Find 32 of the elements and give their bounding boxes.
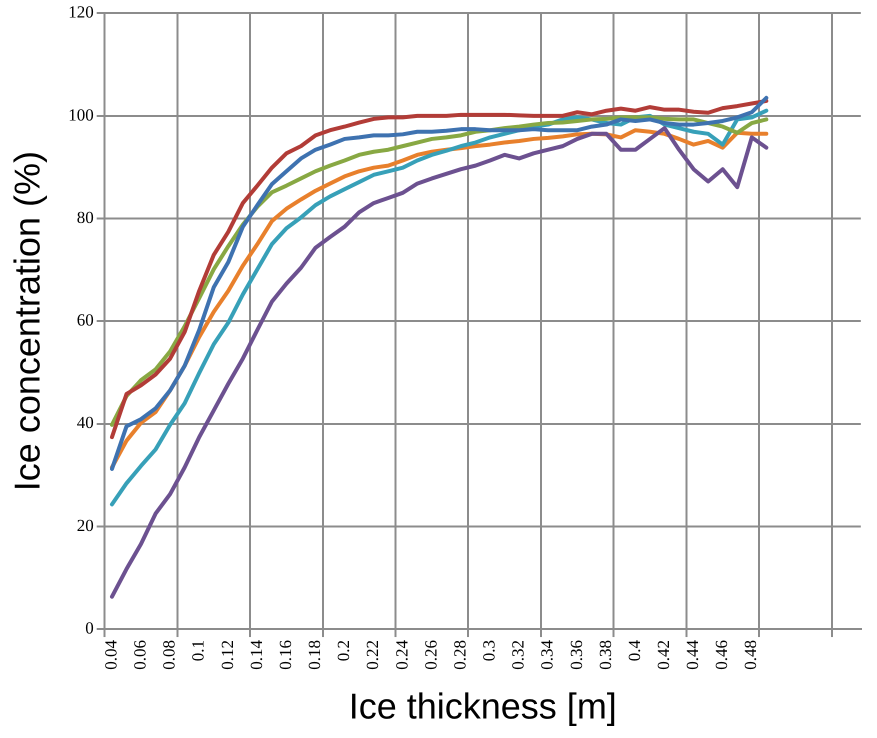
- y-tick-label: 120: [68, 2, 94, 22]
- x-tick-label: 0.24: [392, 640, 412, 670]
- y-tick-label: 80: [76, 208, 94, 227]
- x-tick-label: 0.32: [508, 640, 528, 670]
- x-tick-label: 0.38: [596, 640, 615, 670]
- x-axis-title: Ice thickness [m]: [348, 685, 617, 726]
- y-tick-label: 0: [85, 618, 94, 638]
- x-tick-label: 0.08: [160, 640, 179, 670]
- x-tick-label: 0.04: [101, 640, 120, 670]
- x-tick-label: 0.26: [421, 640, 440, 670]
- x-tick-label: 0.4: [624, 640, 644, 662]
- x-tick-label: 0.22: [363, 640, 382, 670]
- x-tick-label: 0.14: [246, 640, 266, 670]
- x-tick-label: 0.16: [276, 640, 295, 670]
- x-tick-label: 0.06: [130, 640, 150, 670]
- y-tick-label: 100: [68, 105, 94, 124]
- y-tick-label: 40: [76, 413, 94, 432]
- x-tick-label: 0.18: [305, 640, 324, 670]
- y-tick-label: 60: [76, 310, 94, 330]
- x-tick-label: 0.36: [566, 640, 586, 670]
- x-tick-label: 0.28: [450, 640, 470, 670]
- y-axis-title: Ice concentration (%): [6, 151, 48, 492]
- x-tick-label: 0.48: [741, 640, 760, 670]
- x-tick-label: 0.12: [218, 640, 237, 670]
- x-tick-label: 0.44: [683, 640, 702, 670]
- y-tick-label: 20: [76, 516, 94, 535]
- x-tick-label: 0.34: [538, 640, 557, 670]
- x-tick-label: 0.2: [334, 640, 354, 662]
- x-tick-label: 0.1: [188, 640, 208, 662]
- x-tick-label: 0.46: [712, 640, 732, 670]
- x-tick-label: 0.42: [654, 640, 673, 670]
- x-tick-label: 0.3: [480, 640, 499, 662]
